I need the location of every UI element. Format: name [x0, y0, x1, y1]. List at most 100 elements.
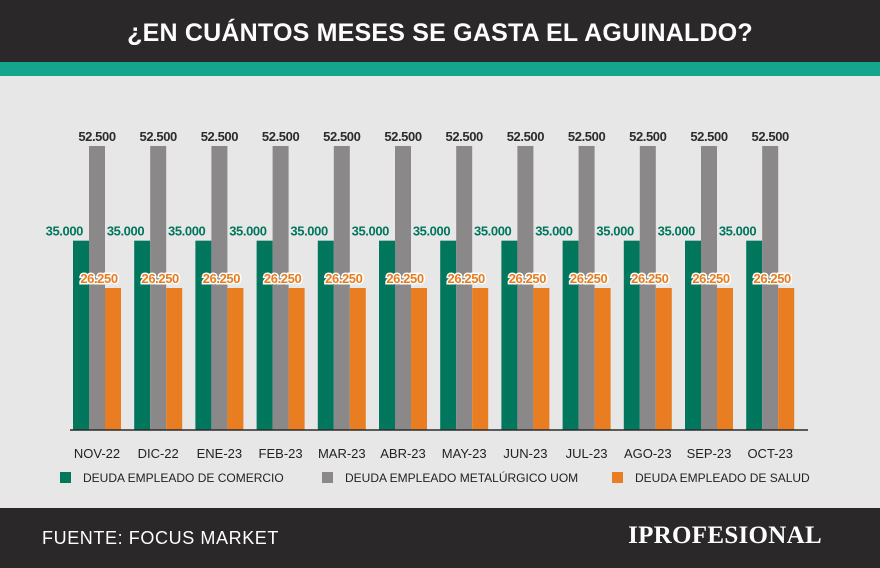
- data-label-uom: 52.500: [140, 129, 178, 144]
- data-label-comercio: 35.000: [168, 224, 206, 239]
- bar-salud-jul-23: [594, 288, 611, 430]
- data-label-uom: 52.500: [507, 129, 545, 144]
- bar-salud-oct-23: [778, 288, 795, 430]
- bar-salud-may-23: [472, 288, 489, 430]
- bar-salud-feb-23: [288, 288, 305, 430]
- bar-salud-sep-23: [717, 288, 733, 430]
- bar-comercio-abr-23: [379, 240, 395, 430]
- page-title: ¿EN CUÁNTOS MESES SE GASTA EL AGUINALDO?: [127, 19, 753, 47]
- bar-comercio-mar-23: [317, 240, 334, 430]
- data-label-comercio: 35.000: [290, 224, 328, 239]
- data-label-uom: 52.500: [629, 129, 667, 144]
- bar-uom-sep-23: [701, 146, 717, 430]
- bar-salud-dic-22: [166, 288, 183, 430]
- data-label-comercio: 35.000: [474, 224, 512, 239]
- footer-bar: FUENTE: FOCUS MARKET IPROFESIONAL: [0, 508, 880, 568]
- data-label-uom: 52.500: [752, 129, 790, 144]
- data-label-salud: 26.250: [203, 271, 241, 286]
- data-label-comercio: 35.000: [719, 224, 757, 239]
- x-tick-label: JUL-23: [566, 446, 608, 461]
- data-label-comercio: 35.000: [535, 224, 573, 239]
- bar-uom-mar-23: [333, 146, 350, 430]
- bar-salud-abr-23: [411, 288, 427, 430]
- brand-logo: IPROFESIONAL: [628, 522, 822, 549]
- data-label-comercio: 35.000: [352, 224, 390, 239]
- bar-comercio-ago-23: [623, 240, 640, 430]
- data-label-comercio: 35.000: [107, 224, 145, 239]
- bar-comercio-feb-23: [256, 240, 273, 430]
- bar-uom-oct-23: [762, 146, 779, 430]
- bar-comercio-jul-23: [562, 240, 579, 430]
- x-tick-label: SEP-23: [687, 446, 732, 461]
- bar-salud-ene-23: [227, 288, 244, 430]
- bar-uom-abr-23: [395, 146, 411, 430]
- x-tick-label: MAY-23: [442, 446, 487, 461]
- bar-comercio-dic-22: [134, 240, 151, 430]
- data-label-comercio: 35.000: [658, 224, 696, 239]
- bar-comercio-jun-23: [501, 240, 518, 430]
- legend-swatch-salud: [612, 472, 623, 483]
- data-label-salud: 26.250: [448, 271, 486, 286]
- data-label-salud: 26.250: [325, 271, 363, 286]
- data-label-salud: 26.250: [631, 271, 669, 286]
- data-label-salud: 26.250: [264, 271, 302, 286]
- bar-salud-jun-23: [533, 288, 550, 430]
- bar-comercio-ene-23: [195, 240, 212, 430]
- data-label-uom: 52.500: [201, 129, 239, 144]
- legend-label-uom: DEUDA EMPLEADO METALÚRGICO UOM: [345, 470, 578, 485]
- x-tick-label: JUN-23: [503, 446, 547, 461]
- data-label-uom: 52.500: [262, 129, 300, 144]
- bar-chart: NOV-22 DIC-22 ENE-23 FEB-23 MAR-23 ABR-23 MAY-…: [44, 129, 810, 485]
- bar-uom-dic-22: [150, 146, 167, 430]
- data-label-uom: 52.500: [78, 129, 116, 144]
- data-label-comercio: 35.000: [413, 224, 451, 239]
- data-label-comercio: 35.000: [46, 224, 84, 239]
- data-label-uom: 52.500: [323, 129, 361, 144]
- header-bar: [0, 0, 880, 62]
- bar-uom-feb-23: [272, 146, 289, 430]
- accent-band: [0, 62, 880, 76]
- bar-salud-nov-22: [105, 288, 121, 430]
- x-tick-label: FEB-23: [259, 446, 303, 461]
- bar-comercio-oct-23: [746, 240, 763, 430]
- x-tick-labels: NOV-22 DIC-22 ENE-23 FEB-23 MAR-23 ABR-23 MAY-…: [74, 446, 793, 461]
- bar-uom-jun-23: [517, 146, 534, 430]
- bar-uom-jul-23: [578, 146, 595, 430]
- data-labels: 52.500 35.000 26.250 52.500 35.000 26.250 52.5…: [44, 129, 793, 288]
- source-note: FUENTE: FOCUS MARKET: [42, 528, 280, 548]
- x-tick-label: DIC-22: [138, 446, 179, 461]
- bars-layer: [73, 146, 795, 430]
- bar-salud-mar-23: [349, 288, 366, 430]
- x-tick-label: NOV-22: [74, 446, 120, 461]
- data-label-comercio: 35.000: [229, 224, 267, 239]
- data-label-salud: 26.250: [754, 271, 792, 286]
- bar-salud-ago-23: [655, 288, 672, 430]
- data-label-uom: 52.500: [384, 129, 422, 144]
- data-label-salud: 26.250: [142, 271, 180, 286]
- legend-label-comercio: DEUDA EMPLEADO DE COMERCIO: [83, 471, 284, 485]
- bar-comercio-nov-22: [73, 240, 89, 430]
- data-label-salud: 26.250: [386, 271, 424, 286]
- data-label-uom: 52.500: [568, 129, 606, 144]
- data-label-uom: 52.500: [690, 129, 728, 144]
- legend: DEUDA EMPLEADO DE COMERCIO DEUDA EMPLEADO…: [60, 470, 810, 485]
- data-label-salud: 26.250: [80, 271, 118, 286]
- x-tick-label: MAR-23: [318, 446, 366, 461]
- x-tick-label: OCT-23: [747, 446, 793, 461]
- data-label-salud: 26.250: [509, 271, 547, 286]
- legend-label-salud: DEUDA EMPLEADO DE SALUD: [635, 471, 810, 485]
- legend-swatch-uom: [322, 472, 333, 483]
- bar-uom-may-23: [456, 146, 473, 430]
- legend-swatch-comercio: [60, 472, 71, 483]
- bar-comercio-sep-23: [685, 240, 701, 430]
- data-label-comercio: 35.000: [596, 224, 634, 239]
- x-tick-label: AGO-23: [624, 446, 672, 461]
- data-label-uom: 52.500: [446, 129, 484, 144]
- x-tick-label: ENE-23: [197, 446, 243, 461]
- bar-comercio-may-23: [440, 240, 457, 430]
- bar-uom-ene-23: [211, 146, 228, 430]
- x-tick-label: ABR-23: [380, 446, 426, 461]
- bar-uom-nov-22: [89, 146, 105, 430]
- bar-uom-ago-23: [639, 146, 656, 430]
